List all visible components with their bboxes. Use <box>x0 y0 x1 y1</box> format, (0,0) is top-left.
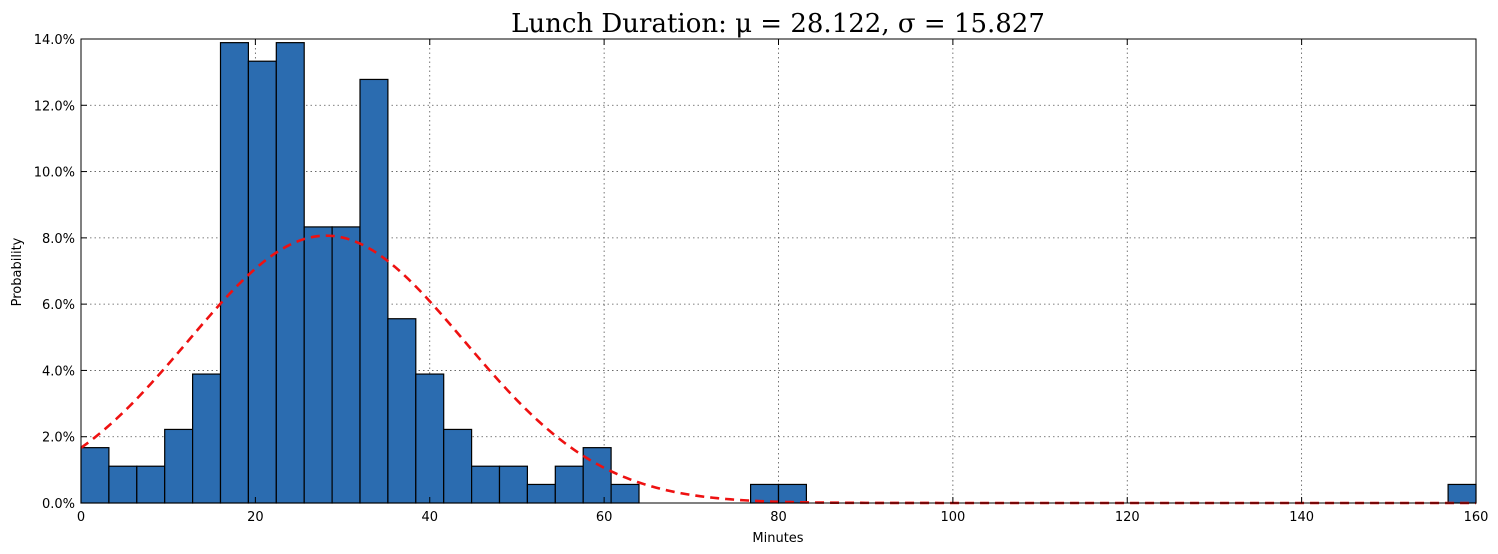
y-tick-label: 2.0% <box>42 431 75 446</box>
histogram-bar <box>526 483 556 504</box>
y-tick-label: 8.0% <box>42 232 75 247</box>
x-tick-label: 80 <box>770 510 787 525</box>
x-tick-label: 40 <box>421 510 438 525</box>
histogram-bar <box>247 60 277 504</box>
histogram-bar <box>192 373 222 504</box>
histogram-bar <box>498 465 528 504</box>
axis-ticks <box>80 38 1477 504</box>
histogram-bar <box>80 447 110 504</box>
y-tick-label: 6.0% <box>42 298 75 313</box>
x-tick-label: 100 <box>940 510 965 525</box>
x-tick-labels: 0 20 40 60 80 100 120 140 160 <box>77 510 1489 525</box>
y-tick-label: 4.0% <box>42 364 75 379</box>
histogram-bar <box>164 428 194 504</box>
histogram-bar <box>108 465 138 504</box>
x-axis-title: Minutes <box>752 531 803 546</box>
histogram-bar <box>582 447 612 504</box>
histogram-bar <box>443 428 473 504</box>
histogram-bar <box>415 373 445 504</box>
histogram-bar <box>471 465 501 504</box>
histogram-bar <box>387 318 417 504</box>
histogram-bar <box>777 483 807 504</box>
y-tick-label: 10.0% <box>34 166 75 181</box>
y-tick-label: 12.0% <box>34 99 75 114</box>
x-tick-label: 20 <box>247 510 264 525</box>
x-tick-label: 60 <box>596 510 613 525</box>
histogram-bar <box>749 483 780 504</box>
histogram-bar <box>275 42 305 504</box>
y-tick-label: 14.0% <box>34 33 75 48</box>
x-tick-label: 0 <box>77 510 85 525</box>
chart-title: Lunch Duration: μ = 28.122, σ = 15.827 <box>511 9 1045 39</box>
histogram-bar <box>219 42 249 504</box>
histogram-bar <box>1447 483 1477 504</box>
histogram-bar <box>136 465 166 504</box>
x-tick-label: 140 <box>1289 510 1314 525</box>
histogram-bar <box>359 78 389 504</box>
y-axis-title: Probability <box>10 237 25 306</box>
y-tick-label: 0.0% <box>42 497 75 512</box>
histogram-bar <box>303 226 333 504</box>
y-tick-labels: 0.0% 2.0% 4.0% 6.0% 8.0% 10.0% 12.0% 14.0% <box>34 33 75 512</box>
histogram-bar <box>554 465 584 504</box>
x-tick-label: 160 <box>1464 510 1489 525</box>
histogram-bar <box>331 226 361 504</box>
histogram-bar <box>610 483 640 504</box>
x-tick-label: 120 <box>1115 510 1140 525</box>
histogram-bars <box>80 42 1477 504</box>
